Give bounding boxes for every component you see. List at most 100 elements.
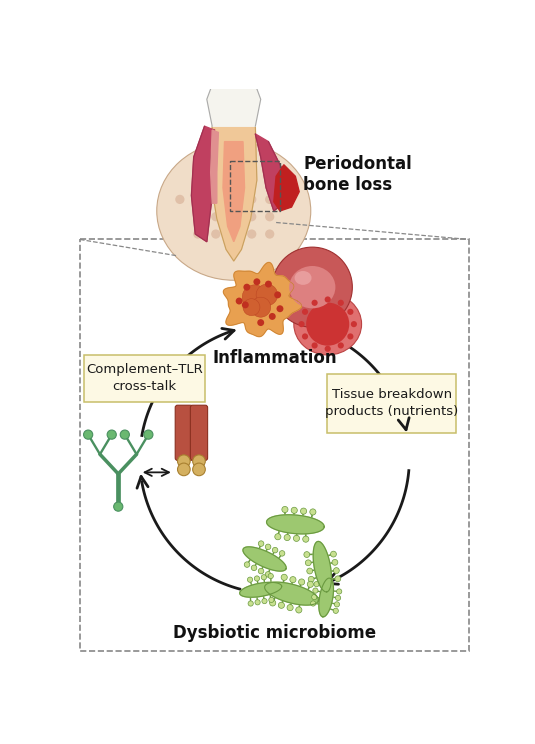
- Circle shape: [120, 430, 129, 439]
- Polygon shape: [192, 126, 215, 242]
- Circle shape: [265, 229, 274, 239]
- Circle shape: [308, 577, 314, 583]
- Circle shape: [257, 319, 264, 326]
- Circle shape: [211, 195, 220, 204]
- Circle shape: [247, 195, 256, 204]
- Circle shape: [254, 278, 261, 285]
- Circle shape: [262, 598, 267, 603]
- Circle shape: [229, 229, 239, 239]
- Circle shape: [229, 160, 239, 170]
- Circle shape: [247, 212, 256, 221]
- Circle shape: [299, 321, 304, 327]
- Circle shape: [312, 594, 317, 600]
- Circle shape: [287, 605, 293, 611]
- Circle shape: [255, 600, 260, 605]
- FancyBboxPatch shape: [175, 405, 193, 461]
- Circle shape: [269, 597, 274, 603]
- Circle shape: [193, 178, 202, 187]
- Circle shape: [247, 178, 256, 187]
- Polygon shape: [274, 164, 299, 211]
- Circle shape: [279, 551, 285, 557]
- Circle shape: [334, 602, 340, 607]
- Circle shape: [193, 212, 202, 221]
- Circle shape: [335, 576, 341, 582]
- Circle shape: [272, 548, 278, 553]
- Circle shape: [247, 160, 256, 170]
- Polygon shape: [265, 583, 318, 605]
- Circle shape: [254, 576, 259, 581]
- Circle shape: [347, 333, 354, 339]
- Circle shape: [281, 574, 287, 580]
- Circle shape: [293, 535, 300, 542]
- Circle shape: [307, 568, 312, 574]
- Circle shape: [325, 346, 331, 352]
- Circle shape: [269, 313, 276, 320]
- Circle shape: [291, 507, 297, 513]
- Circle shape: [236, 298, 242, 304]
- Circle shape: [296, 607, 302, 613]
- Circle shape: [331, 551, 337, 557]
- Polygon shape: [207, 65, 261, 126]
- Polygon shape: [313, 542, 331, 592]
- Circle shape: [275, 533, 281, 540]
- Circle shape: [258, 541, 264, 546]
- Circle shape: [193, 160, 202, 170]
- Circle shape: [193, 455, 205, 467]
- Circle shape: [175, 195, 185, 204]
- Circle shape: [193, 195, 202, 204]
- Circle shape: [211, 212, 220, 221]
- Polygon shape: [319, 578, 333, 617]
- Ellipse shape: [294, 293, 362, 355]
- Circle shape: [310, 601, 316, 606]
- Polygon shape: [211, 126, 257, 261]
- Circle shape: [265, 212, 274, 221]
- Circle shape: [338, 300, 344, 306]
- Circle shape: [211, 229, 220, 239]
- Ellipse shape: [289, 266, 335, 308]
- Polygon shape: [243, 547, 286, 571]
- Circle shape: [265, 544, 271, 550]
- Circle shape: [211, 178, 220, 187]
- Circle shape: [337, 589, 342, 594]
- Circle shape: [242, 285, 267, 310]
- Circle shape: [302, 333, 308, 339]
- Circle shape: [211, 160, 220, 170]
- Circle shape: [265, 195, 274, 204]
- Circle shape: [333, 608, 339, 613]
- Circle shape: [193, 229, 202, 239]
- Circle shape: [265, 160, 274, 170]
- Circle shape: [277, 305, 284, 312]
- Circle shape: [307, 581, 314, 588]
- Circle shape: [283, 195, 292, 204]
- Circle shape: [83, 430, 93, 439]
- Circle shape: [333, 568, 339, 574]
- Circle shape: [305, 560, 311, 565]
- Text: Complement–TLR
cross-talk: Complement–TLR cross-talk: [86, 363, 203, 393]
- Circle shape: [270, 600, 276, 606]
- Circle shape: [251, 565, 257, 571]
- Circle shape: [261, 574, 266, 580]
- Polygon shape: [240, 583, 282, 597]
- Circle shape: [278, 602, 285, 609]
- Circle shape: [178, 463, 190, 475]
- Circle shape: [265, 178, 274, 187]
- Ellipse shape: [295, 271, 311, 285]
- Circle shape: [144, 430, 153, 439]
- Circle shape: [268, 574, 273, 579]
- Circle shape: [247, 229, 256, 239]
- Circle shape: [265, 280, 272, 287]
- Circle shape: [229, 212, 239, 221]
- Circle shape: [258, 568, 264, 574]
- Ellipse shape: [157, 141, 311, 280]
- Polygon shape: [255, 134, 288, 211]
- Circle shape: [193, 463, 205, 475]
- Circle shape: [332, 559, 338, 565]
- Polygon shape: [211, 130, 218, 203]
- Circle shape: [282, 507, 288, 513]
- Circle shape: [347, 309, 354, 315]
- Circle shape: [274, 292, 281, 298]
- Circle shape: [107, 430, 116, 439]
- Circle shape: [251, 297, 271, 317]
- Text: Inflammation: Inflammation: [212, 349, 337, 367]
- Circle shape: [338, 342, 344, 348]
